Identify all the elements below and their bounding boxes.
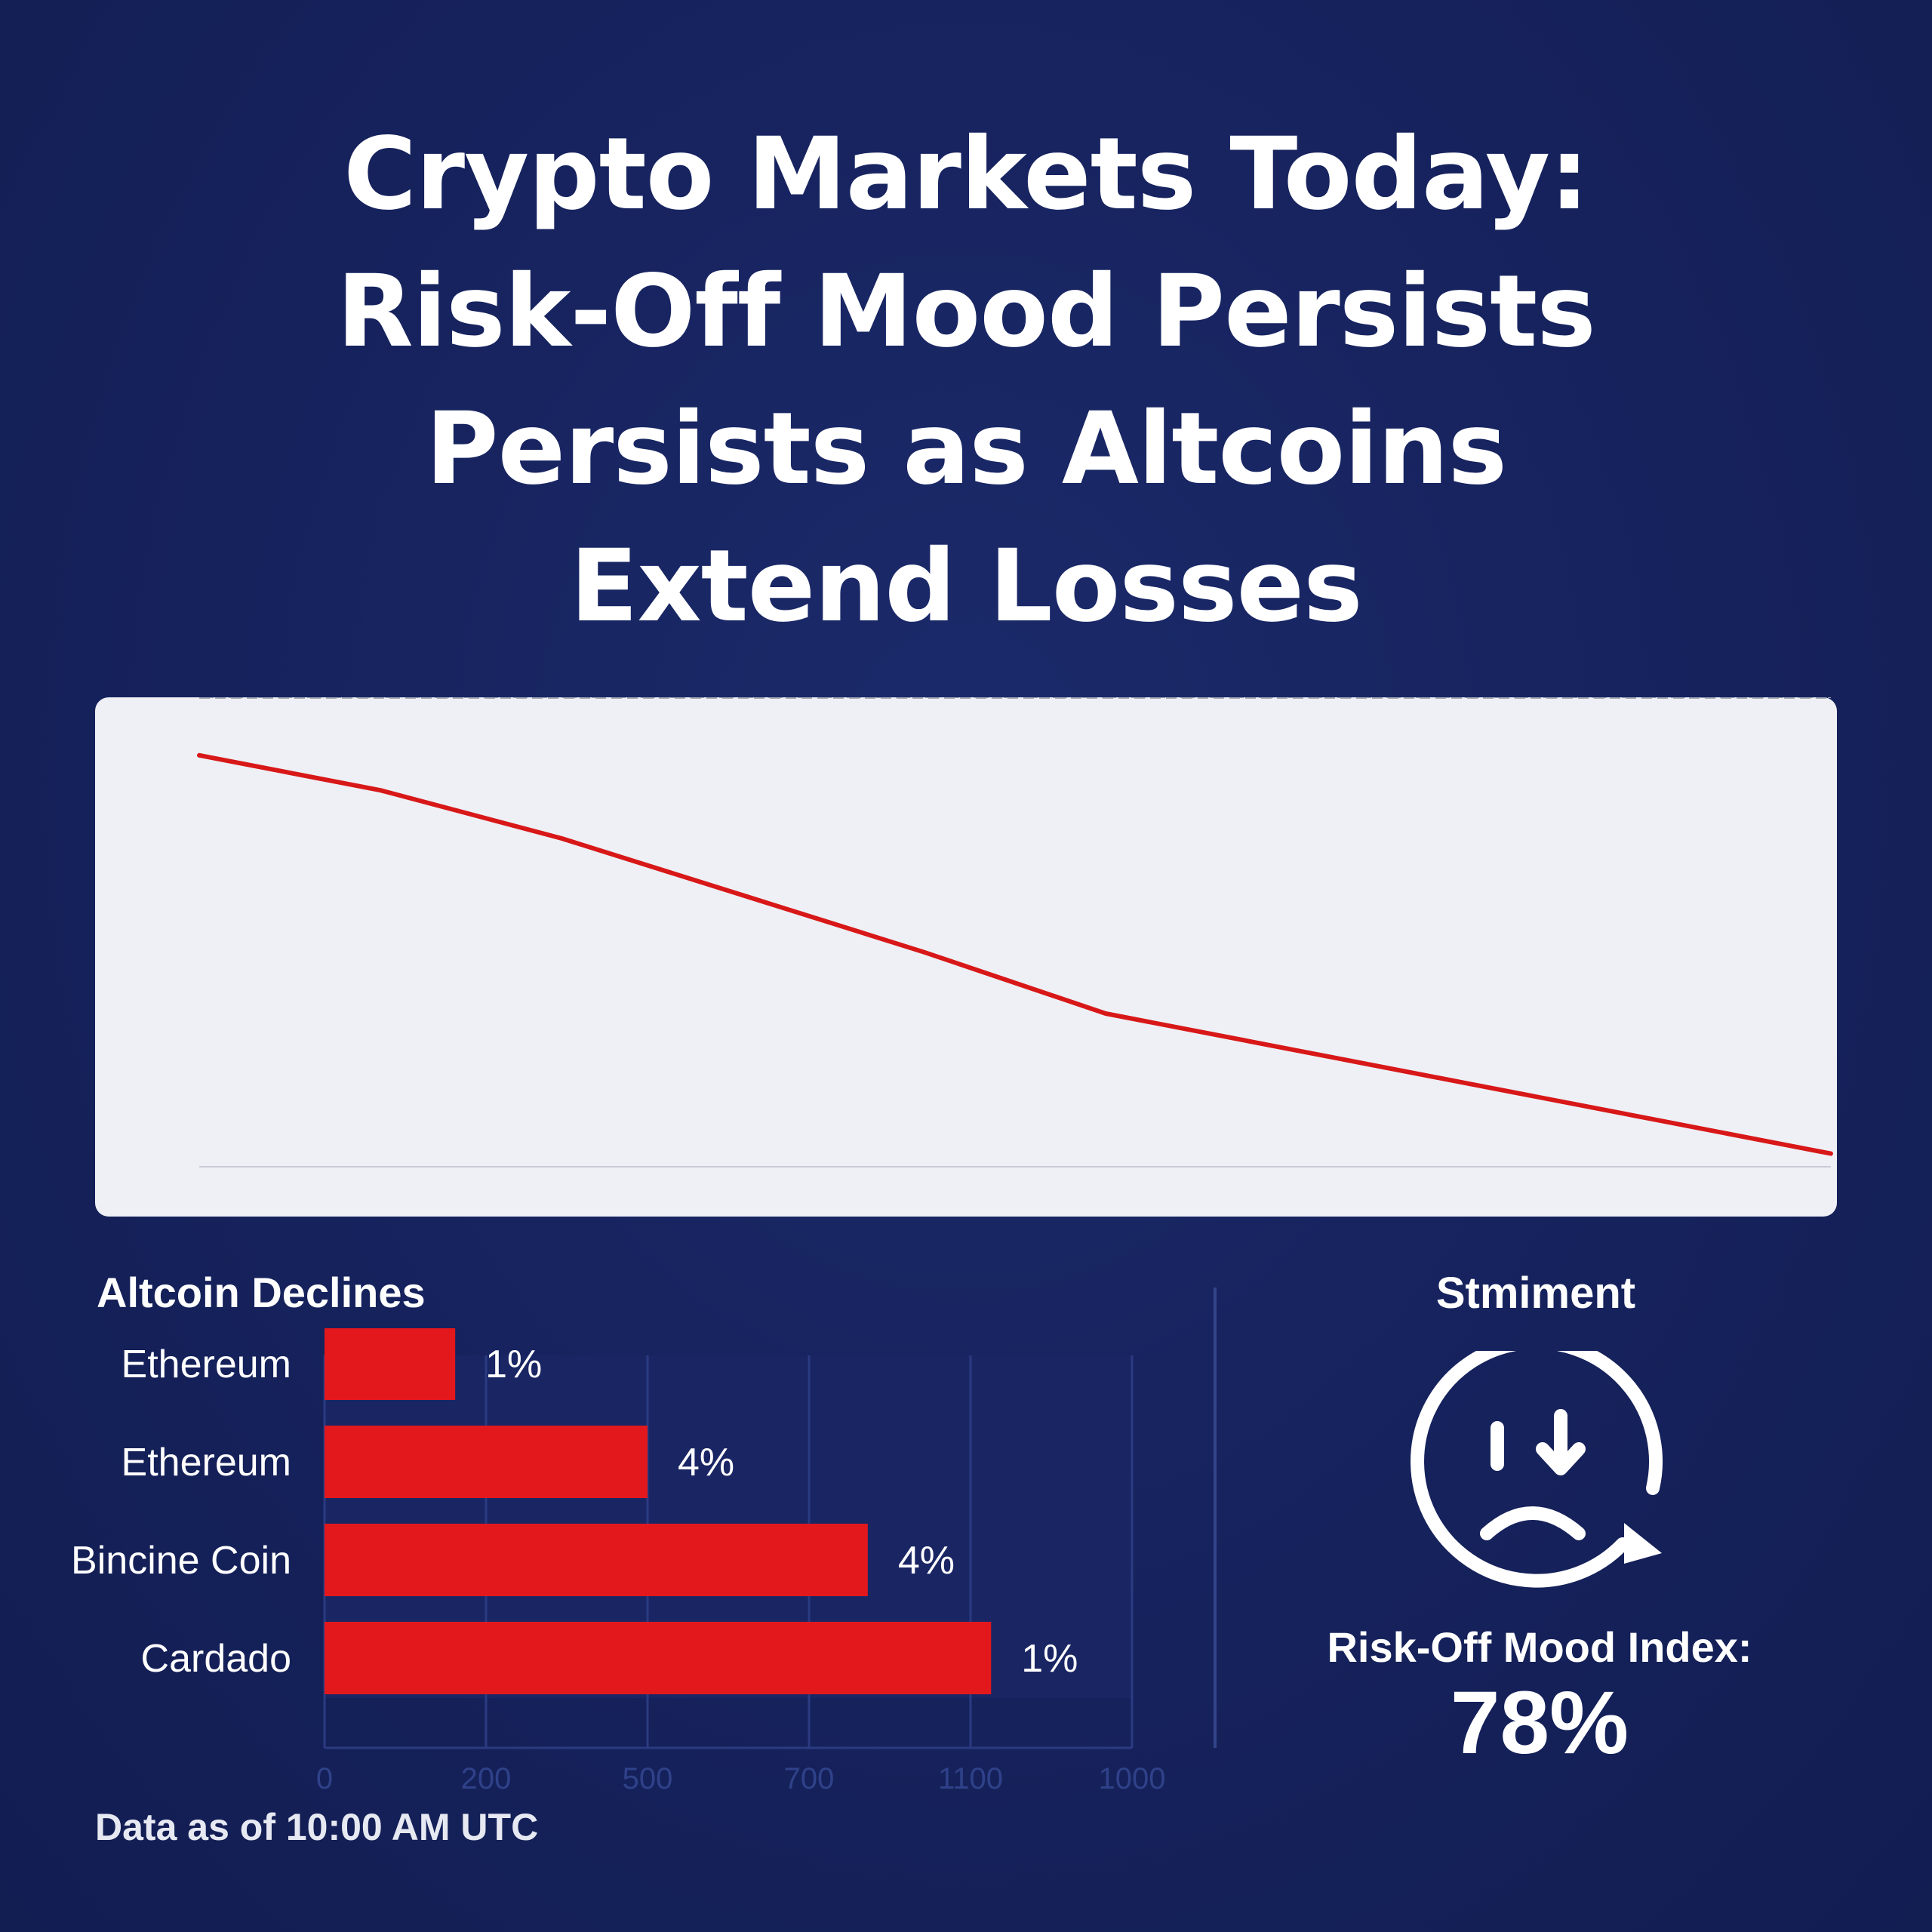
bar	[325, 1426, 648, 1498]
x-tick-label: 700	[784, 1762, 835, 1795]
sentiment-title: Stmiment	[1435, 1269, 1636, 1318]
headline-line-4: Extend Losses	[570, 528, 1362, 645]
bar-value-label: 4%	[678, 1441, 734, 1484]
line-chart-panel	[95, 697, 1837, 1217]
bar-chart-title: Altcoin Declines	[97, 1269, 426, 1316]
bar-category-label: Bincine Coin	[71, 1539, 291, 1583]
mood-index-value: 78%	[1450, 1673, 1629, 1773]
x-tick-label: 0	[316, 1762, 333, 1795]
headline: Crypto Markets Today: Risk-Off Mood Pers…	[0, 106, 1932, 655]
bar-category-label: Cardado	[141, 1637, 291, 1681]
x-tick-label: 1000	[1099, 1762, 1166, 1795]
headline-line-3: Persists as Altcoins	[425, 391, 1507, 507]
mood-index-label: Risk-Off Mood Index:	[1327, 1623, 1752, 1671]
bar-category-label: Ethereum	[122, 1441, 291, 1484]
x-tick-label: 200	[461, 1762, 512, 1795]
section-divider	[1214, 1287, 1217, 1748]
bar-value-label: 1%	[485, 1343, 542, 1386]
x-tick-label: 1100	[938, 1762, 1003, 1795]
data-timestamp: Data as of 10:00 AM UTC	[95, 1806, 539, 1848]
line-chart	[197, 697, 1833, 1168]
bar-category-label: Ethereum	[122, 1343, 291, 1386]
bar	[325, 1622, 992, 1694]
sad-face-down-arrow-icon	[1411, 1351, 1663, 1588]
headline-line-2: Risk-Off Mood Persists	[337, 254, 1596, 370]
series-line	[197, 752, 1833, 1156]
bar-chart: 0 200 500 700 1100 1000 Ethereum 1% Ethereum 4% Bi…	[71, 1328, 1166, 1795]
bar	[325, 1328, 456, 1400]
bar-value-label: 1%	[1021, 1637, 1078, 1681]
headline-line-1: Crypto Markets Today:	[343, 116, 1589, 232]
bar	[325, 1524, 868, 1596]
bar-value-label: 4%	[898, 1539, 955, 1583]
x-tick-label: 500	[623, 1762, 673, 1795]
